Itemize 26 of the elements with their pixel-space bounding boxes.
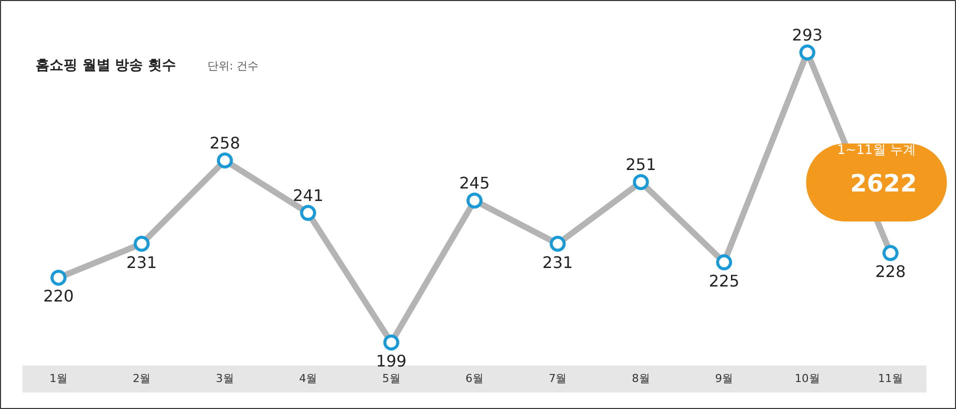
x-tick-label: 2월 (132, 372, 151, 385)
data-label: 231 (126, 252, 157, 272)
data-label: 199 (376, 352, 407, 370)
x-tick-label: 5월 (382, 372, 400, 385)
x-tick-label: 6월 (466, 372, 484, 385)
data-label: 251 (626, 155, 656, 174)
x-tick-label: 7월 (548, 372, 567, 385)
x-tick-label: 11월 (878, 372, 903, 385)
text: 단위: 건수 (208, 60, 259, 72)
data-label: 225 (708, 271, 740, 290)
chart-title: 홈쇼핑 월별 방송 횟수 (36, 58, 176, 74)
x-tick-label: 3월 (216, 372, 234, 385)
x-tick-label: 8월 (632, 372, 650, 385)
annotation: 1~11월 누계 (837, 143, 916, 158)
x-tick-label: 9월 (715, 372, 734, 385)
x-tick-label: 1월 (50, 372, 68, 385)
data-label: 245 (459, 174, 490, 193)
data-label: 220 (43, 286, 74, 306)
x-tick-label: 4월 (299, 372, 318, 385)
x-tick-label: 10월 (794, 372, 820, 385)
data-label: 241 (292, 186, 324, 205)
data-label: 293 (792, 26, 823, 44)
data-label: 258 (210, 133, 240, 152)
data-label: 228 (875, 262, 906, 282)
annotation: 2622 (850, 170, 917, 198)
data-label: 231 (542, 252, 573, 272)
